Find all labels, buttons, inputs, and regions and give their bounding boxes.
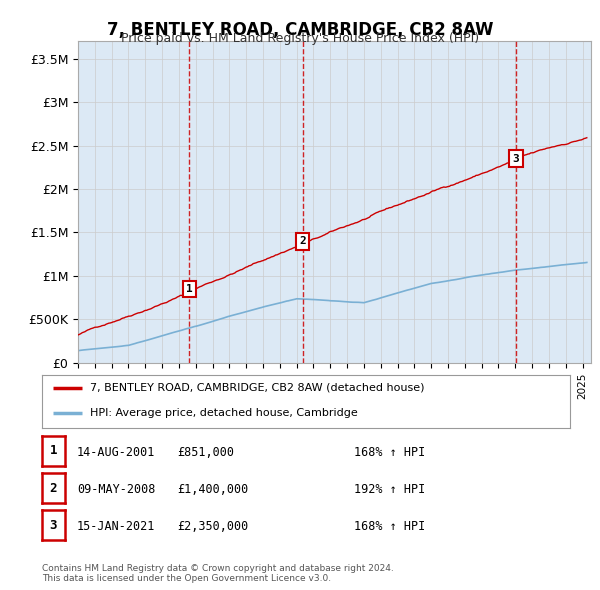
Text: 09-MAY-2008: 09-MAY-2008: [77, 483, 155, 496]
Text: 1: 1: [186, 284, 193, 294]
Text: 192% ↑ HPI: 192% ↑ HPI: [354, 483, 425, 496]
Text: 3: 3: [512, 153, 520, 163]
Text: £1,400,000: £1,400,000: [177, 483, 248, 496]
Text: Price paid vs. HM Land Registry's House Price Index (HPI): Price paid vs. HM Land Registry's House …: [121, 32, 479, 45]
Text: 7, BENTLEY ROAD, CAMBRIDGE, CB2 8AW: 7, BENTLEY ROAD, CAMBRIDGE, CB2 8AW: [107, 21, 493, 39]
Text: 1: 1: [50, 444, 57, 457]
Text: HPI: Average price, detached house, Cambridge: HPI: Average price, detached house, Camb…: [89, 408, 357, 418]
Text: £2,350,000: £2,350,000: [177, 520, 248, 533]
Text: 168% ↑ HPI: 168% ↑ HPI: [354, 446, 425, 459]
Text: 14-AUG-2001: 14-AUG-2001: [77, 446, 155, 459]
Text: Contains HM Land Registry data © Crown copyright and database right 2024.
This d: Contains HM Land Registry data © Crown c…: [42, 563, 394, 583]
Text: 168% ↑ HPI: 168% ↑ HPI: [354, 520, 425, 533]
Text: £851,000: £851,000: [177, 446, 234, 459]
Text: 15-JAN-2021: 15-JAN-2021: [77, 520, 155, 533]
Text: 3: 3: [50, 519, 57, 532]
Text: 2: 2: [50, 481, 57, 494]
Text: 2: 2: [299, 236, 306, 246]
Text: 7, BENTLEY ROAD, CAMBRIDGE, CB2 8AW (detached house): 7, BENTLEY ROAD, CAMBRIDGE, CB2 8AW (det…: [89, 383, 424, 393]
